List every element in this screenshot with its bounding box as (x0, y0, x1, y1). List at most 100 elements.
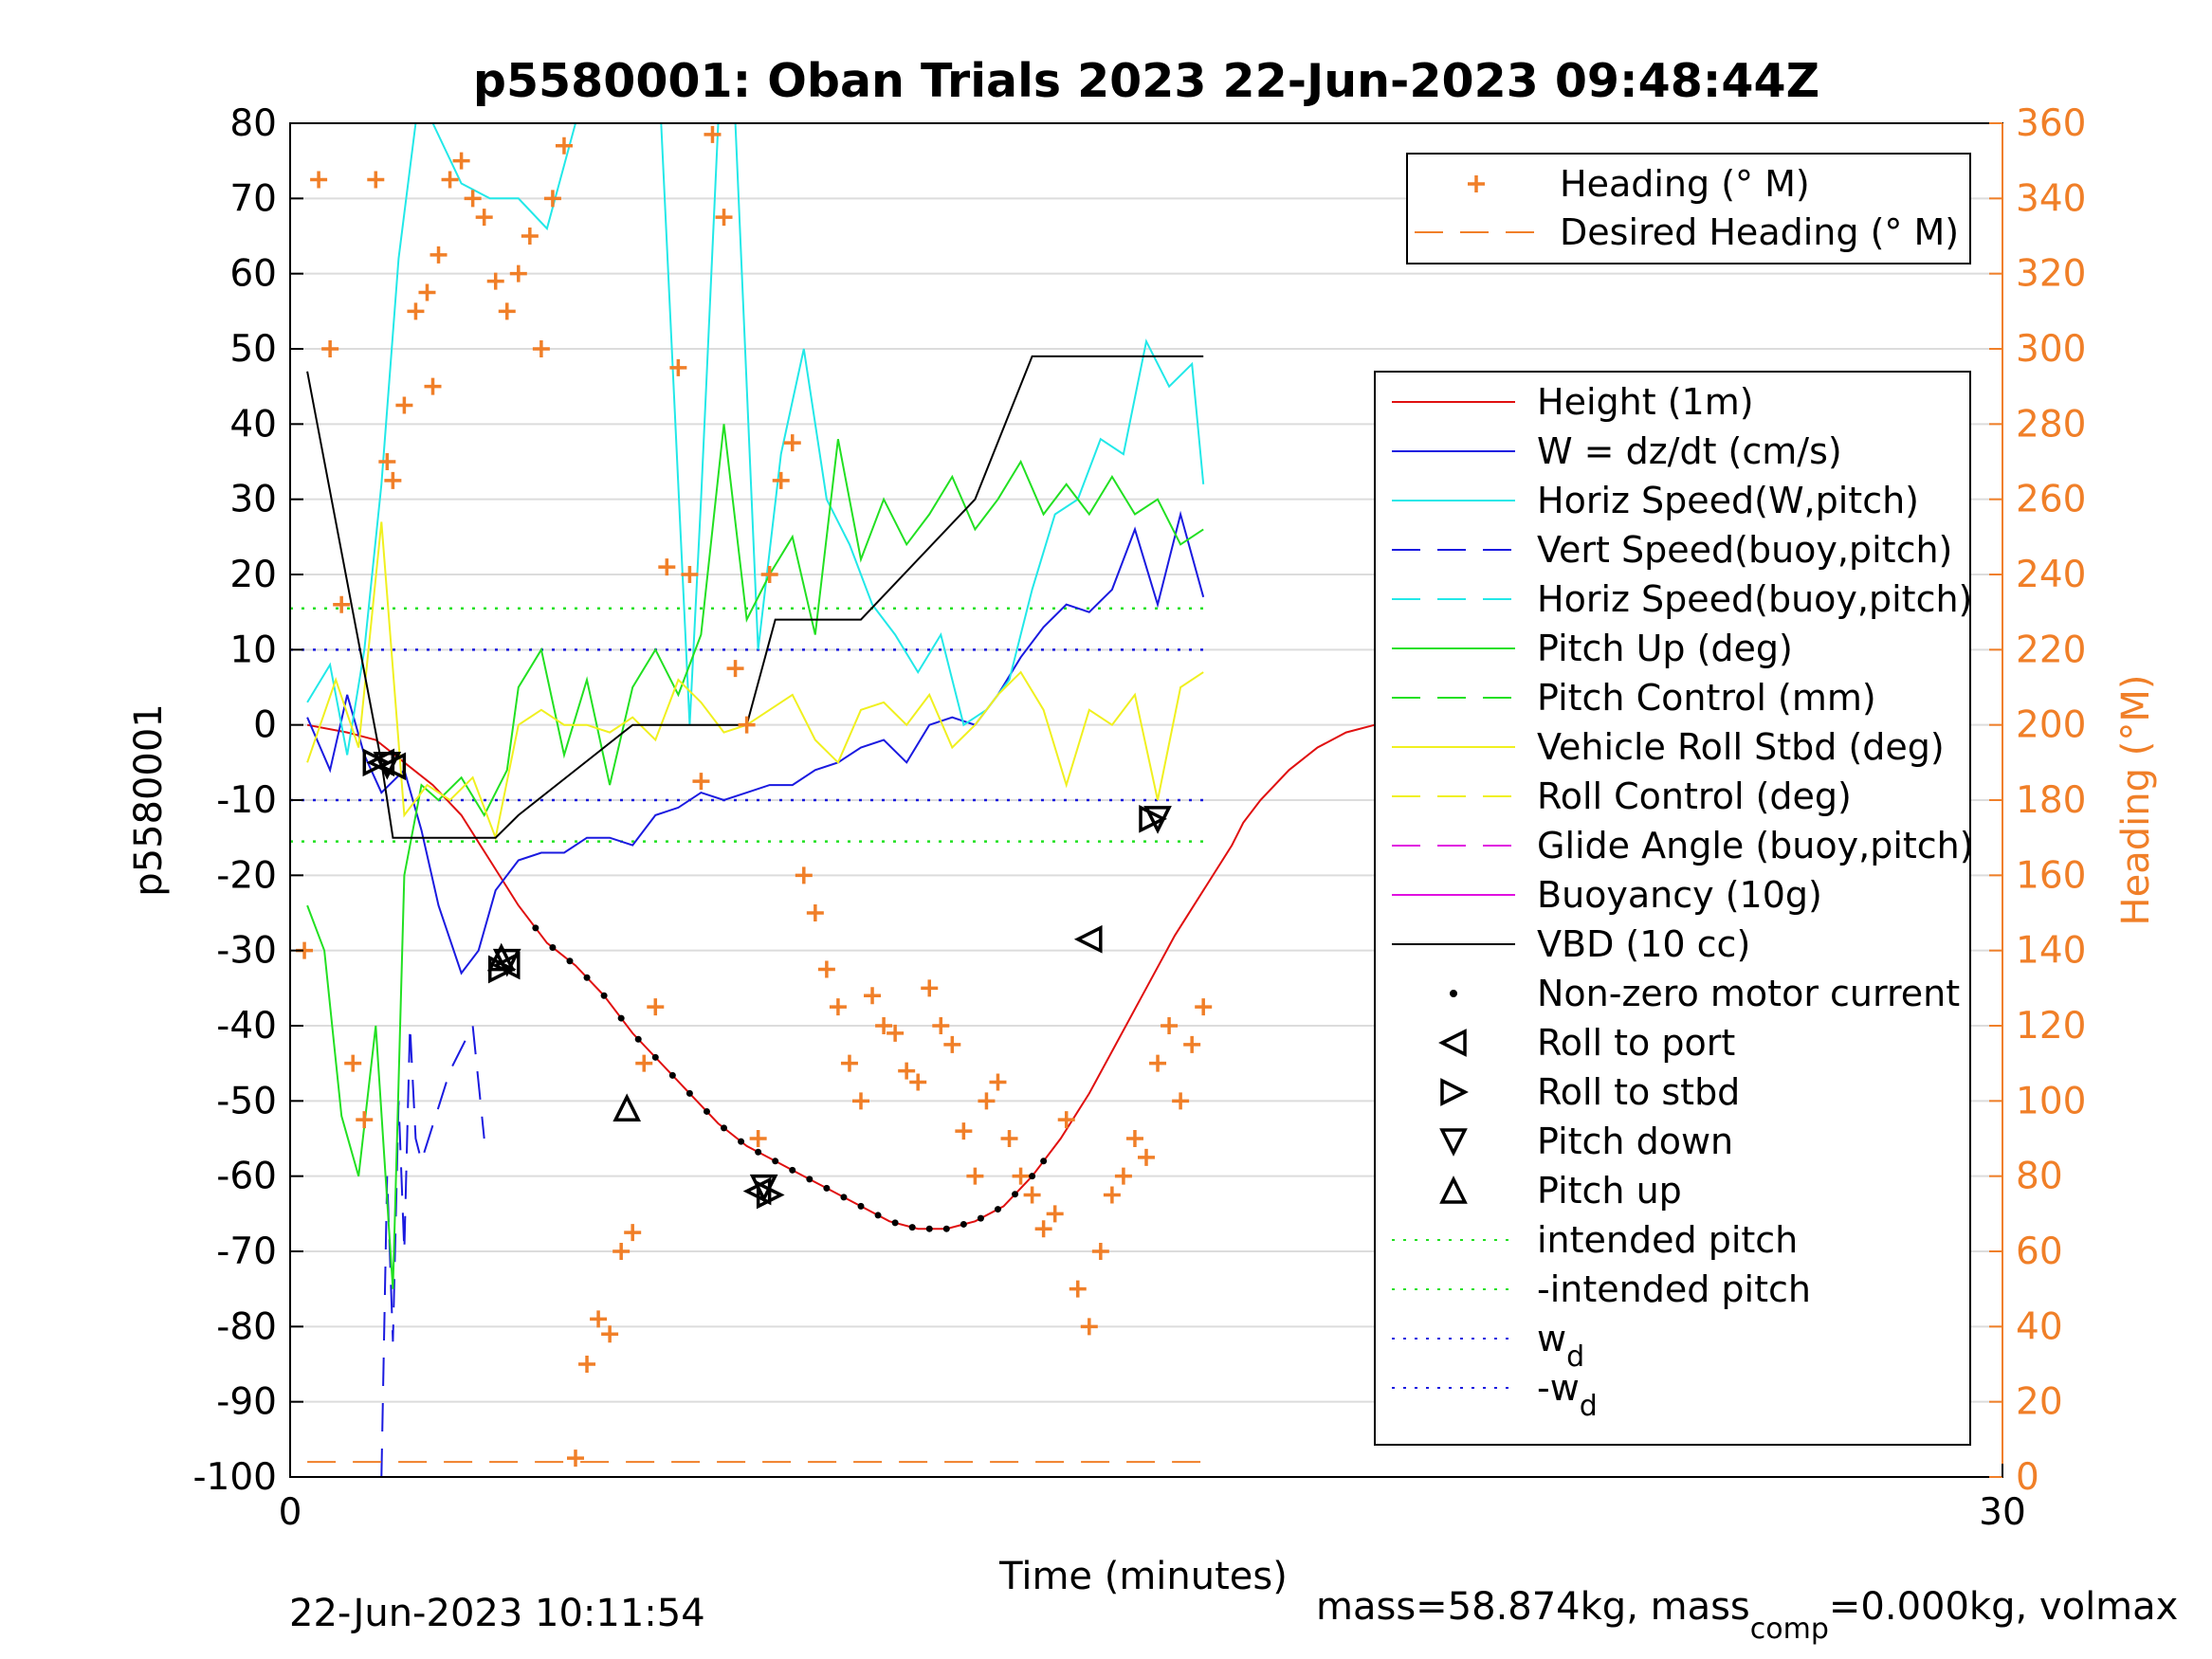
series-pitch-up-deg (306, 424, 1204, 1289)
motor-current-dot (874, 1212, 882, 1219)
motor-current-dot (942, 1225, 950, 1232)
motor-current-dot (994, 1206, 1001, 1213)
legend-glide-angle-buoy-pitch-text: Glide Angle (buoy,pitch) (1537, 825, 1974, 866)
motor-current-dot (1040, 1158, 1048, 1165)
legend-pitch-control-mm-label: Pitch Control (mm) (1537, 677, 1876, 719)
y-tick-label: 30 (229, 479, 277, 521)
heading-point (681, 566, 699, 583)
motor-current-dot (721, 1124, 728, 1132)
marker-layer (362, 748, 1172, 1232)
footer-mass-info: mass=58.874kg, masscomp=0.000kg, volmax (1316, 1585, 2178, 1646)
motor-current-dot (857, 1202, 865, 1210)
heading-point (817, 960, 835, 978)
x-tick-label: 0 (279, 1491, 302, 1534)
legend-pitch-up-label: Pitch up (1537, 1170, 1682, 1212)
pitch-down-marker (492, 948, 521, 977)
heading-point (704, 125, 722, 143)
heading-point (795, 866, 813, 884)
heading-point (378, 453, 396, 470)
legend-roll-to-stbd-label: Roll to stbd (1537, 1071, 1740, 1113)
heading-point (989, 1073, 1007, 1091)
motor-current-dot (806, 1176, 814, 1183)
heading-point (978, 1092, 996, 1110)
y2-tick-label: 240 (2016, 554, 2086, 596)
heading-point (1091, 1243, 1109, 1260)
heading-point (738, 716, 756, 734)
motor-current-dot (549, 943, 557, 951)
heading-point (486, 272, 504, 290)
heading-point (590, 1310, 608, 1328)
y2-tick-label: 300 (2016, 328, 2086, 371)
heading-point (692, 773, 710, 791)
y-tick-label: -20 (216, 854, 277, 897)
heading-point (498, 302, 516, 320)
motor-current-dot (908, 1224, 916, 1231)
legend-horiz-speed-buoy-pitch-label: Horiz Speed(buoy,pitch) (1537, 578, 1972, 620)
heading-point (726, 660, 744, 678)
motor-current-dot (651, 1053, 659, 1061)
heading-point (647, 998, 665, 1016)
y-tick-label: 0 (253, 704, 277, 747)
footer-mass-part1: mass=58.874kg, mass (1316, 1585, 1750, 1629)
legend-height-1m-label: Height (1m) (1537, 381, 1754, 423)
motor-current-dot (668, 1071, 676, 1079)
legend-desired-heading-m-text: Desired Heading (° M) (1560, 211, 1959, 253)
heading-point (887, 1024, 905, 1042)
y2-tick-label: 120 (2016, 1005, 2086, 1048)
motor-current-dot (566, 957, 574, 965)
motor-current-dot (600, 992, 608, 999)
heading-point (943, 1035, 961, 1053)
heading-point (395, 396, 413, 414)
y2-tick-label: 0 (2016, 1456, 2039, 1499)
y-axis-left: 80 70 60 50 40 30 20 10 0 -10 -20 -30 -40 -50 -60 -70 -8… (192, 102, 303, 1499)
legend-pitch-up-deg-label: Pitch Up (deg) (1537, 628, 1793, 669)
legend-roll-control-deg-label: Roll Control (deg) (1537, 775, 1852, 817)
legend-pitch-down-label: Pitch down (1537, 1121, 1733, 1162)
heading-point (1057, 1111, 1075, 1129)
y-tick-label: 60 (229, 253, 277, 296)
heading-point (749, 1130, 767, 1147)
heading-point (344, 1054, 362, 1072)
x-axis-label: Time (minutes) (998, 1555, 1288, 1598)
heading-point (898, 1062, 916, 1080)
heading-point (430, 246, 448, 264)
heading-point (1149, 1054, 1167, 1072)
heading-point (1080, 1318, 1098, 1336)
heading-point (864, 987, 882, 1005)
motor-current-dot (840, 1194, 848, 1201)
y2-tick-label: 360 (2016, 102, 2086, 145)
heading-point (441, 171, 459, 189)
motor-current-dot (925, 1225, 933, 1232)
y-tick-label: -10 (216, 779, 277, 822)
legend-intended-pitch-label: intended pitch (1537, 1219, 1798, 1261)
y2-tick-label: 320 (2016, 253, 2086, 296)
y-tick-label: 10 (229, 629, 277, 671)
y-tick-label: 80 (229, 102, 277, 145)
heading-point (806, 904, 824, 921)
legend-non-zero-motor-current-swatch (1450, 990, 1457, 997)
y-tick-label: -50 (216, 1080, 277, 1122)
heading-point (532, 340, 550, 357)
legend-w-dz-dt-cm-s-label: W = dz/dt (cm/s) (1537, 430, 1842, 472)
heading-point (1195, 998, 1213, 1016)
legend-roll-to-port-text: Roll to port (1537, 1022, 1735, 1064)
heading-point (367, 171, 385, 189)
heading-point (452, 152, 470, 170)
series-vbd-10-cc (306, 355, 1204, 839)
legend-roll-to-port-label: Roll to port (1537, 1022, 1735, 1064)
y-axis-label: p5580001 (127, 703, 171, 897)
legend-buoyancy-10g-label: Buoyancy (10g) (1537, 874, 1822, 916)
legend-roll-to-stbd-text: Roll to stbd (1537, 1071, 1740, 1113)
heading-point (624, 1224, 642, 1242)
motor-current-dot (1029, 1173, 1036, 1180)
heading-point (829, 998, 847, 1016)
series-heading-m (296, 125, 1213, 1468)
pitch-up-marker (486, 942, 516, 972)
heading-point (521, 228, 539, 245)
y2-tick-label: 180 (2016, 779, 2086, 822)
legend-vbd-10-cc-label: VBD (10 cc) (1537, 923, 1750, 965)
pitch-up-marker (612, 1093, 642, 1122)
heading-point (464, 190, 482, 208)
heading-point (475, 209, 493, 227)
y2-tick-label: 280 (2016, 403, 2086, 446)
